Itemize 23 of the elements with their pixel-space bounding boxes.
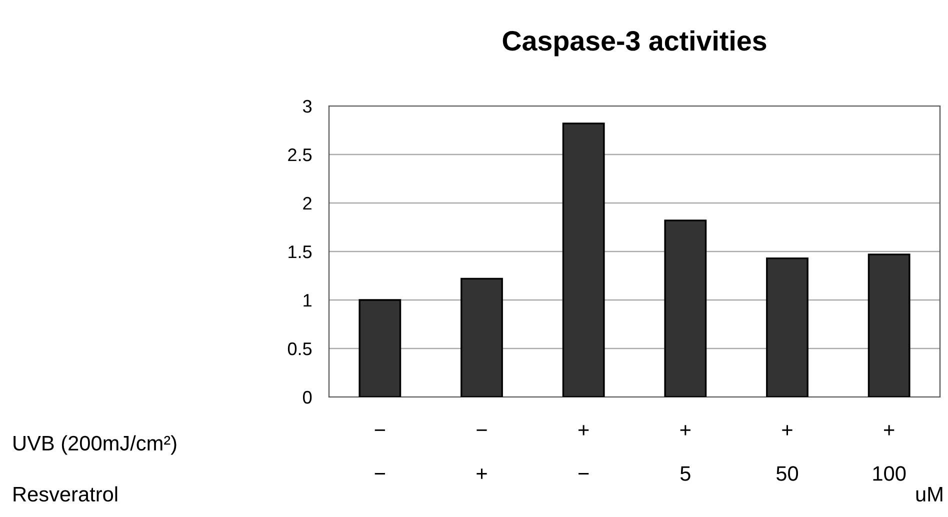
y-tick-label: 1.5: [288, 246, 312, 258]
y-tick-label: 2: [303, 196, 312, 210]
bar: [868, 254, 910, 397]
category-label: − −: [374, 429, 385, 474]
category-label: + 100: [873, 425, 906, 481]
category-label: − +: [476, 429, 487, 479]
y-tick-label: 3: [302, 100, 312, 113]
chart-title: Caspase-3 activities: [502, 30, 766, 56]
category-label: + 50: [776, 425, 798, 481]
text: uM: [916, 487, 942, 502]
category-label: + 5: [680, 425, 690, 481]
bar: [358, 299, 402, 397]
bar: [460, 278, 503, 397]
y-tick-label: 0: [303, 390, 312, 404]
y-tick-label: 2.5: [288, 148, 312, 162]
bar: [562, 122, 605, 397]
category-label: + −: [578, 425, 589, 474]
text: UVB (200mJ/cm²): [14, 435, 176, 455]
bar: [664, 220, 707, 397]
y-tick-label: 0.5: [288, 342, 312, 356]
bar: [766, 257, 808, 397]
text: Resveratrol: [14, 486, 118, 502]
y-tick-label: 1: [304, 294, 312, 307]
